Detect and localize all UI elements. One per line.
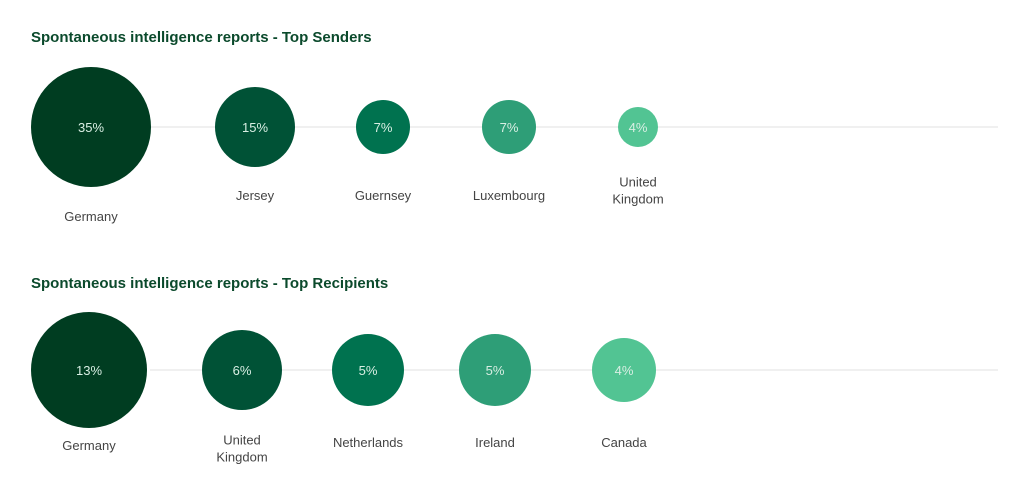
value-label: 6% (233, 363, 252, 378)
bubble-canada[interactable] (592, 338, 656, 402)
category-label: Luxembourg (473, 188, 545, 203)
category-label: Jersey (236, 188, 275, 203)
value-label: 13% (76, 363, 102, 378)
value-label: 5% (486, 363, 505, 378)
value-label: 7% (500, 120, 519, 135)
bubble-united-kingdom[interactable] (618, 107, 658, 147)
senders-chart-title: Spontaneous intelligence reports - Top S… (31, 29, 372, 46)
category-label: Netherlands (333, 435, 404, 450)
category-label: Canada (601, 435, 647, 450)
bubble-ireland[interactable] (459, 334, 531, 406)
bubble-guernsey[interactable] (356, 100, 410, 154)
value-label: 4% (629, 120, 648, 135)
value-label: 5% (359, 363, 378, 378)
category-label: Germany (64, 209, 118, 224)
category-label: Germany (62, 438, 116, 453)
category-label: Ireland (475, 435, 515, 450)
bubble-jersey[interactable] (215, 87, 295, 167)
bubble-united-kingdom[interactable] (202, 330, 282, 410)
recipients-chart-title: Spontaneous intelligence reports - Top R… (31, 275, 389, 292)
bubble-germany[interactable] (31, 312, 147, 428)
category-label: United Kingdom (216, 433, 267, 465)
value-label: 15% (242, 120, 268, 135)
value-label: 7% (374, 120, 393, 135)
value-label: 35% (78, 120, 104, 135)
category-label: United Kingdom (612, 175, 663, 207)
category-label: Guernsey (355, 188, 412, 203)
bubble-netherlands[interactable] (332, 334, 404, 406)
bubble-germany[interactable] (31, 67, 151, 187)
bubble-luxembourg[interactable] (482, 100, 536, 154)
value-label: 4% (615, 363, 634, 378)
